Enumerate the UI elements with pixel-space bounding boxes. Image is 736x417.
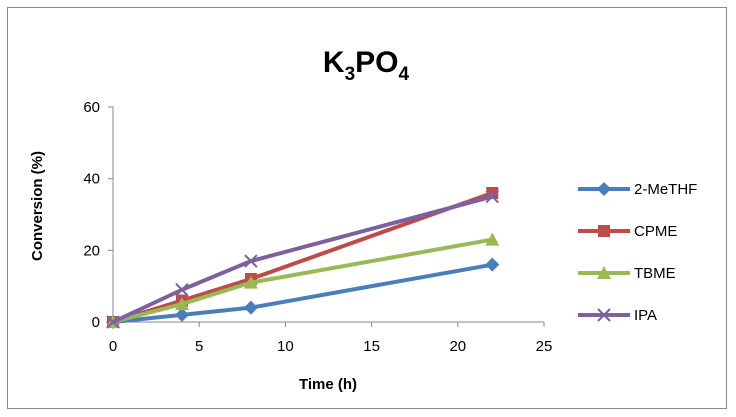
x-tick-label: 0 [109,338,117,355]
x-tick-label: 25 [536,338,553,355]
series-line-tbme [111,237,495,324]
x-axis-title: Time (h) [299,376,357,393]
y-axis-title: Conversion (%) [29,151,46,261]
legend-label: 2-MeTHF [634,181,697,198]
series-line-ipa [111,194,495,324]
legend-marker [597,266,611,279]
y-tick-label: 40 [83,171,100,188]
data-point-2-methf [174,307,189,322]
legend-item-tbme: TBME [578,265,676,282]
legend-item-ipa: IPA [578,307,657,324]
series-ipa [106,189,499,329]
title-sub-3: 3 [345,64,356,85]
marker-stroke [485,189,499,204]
data-point-tbme [485,232,500,246]
data-point-ipa [175,283,189,297]
data-point-2-methf [485,257,500,272]
legend-item-2-methf: 2-MeTHF [578,181,697,198]
y-tick-label: 0 [92,314,100,331]
y-tick-label: 60 [83,99,100,116]
title-sub-4: 4 [399,64,410,85]
chart-frame [7,7,727,409]
legend-item-cpme: CPME [578,223,677,240]
marker-stroke [244,254,258,268]
x-tick-label: 20 [449,338,466,355]
data-point-ipa [106,315,120,329]
chart-title: K3PO4 [323,46,410,85]
marker-stroke [175,283,189,297]
data-point-2-methf [243,300,258,315]
data-point-ipa [485,189,499,204]
x-tick-label: 10 [277,338,294,355]
legend-label: CPME [634,223,677,240]
title-part-k: K [323,46,345,79]
series-2-methf [106,257,500,329]
marker-stroke [597,308,611,322]
data-point-ipa [244,254,258,268]
data-point-tbme [243,275,258,289]
legend-marker [598,225,610,237]
legend-marker [597,182,611,196]
data-point-tbme [174,297,189,311]
marker-stroke [106,315,120,329]
legend-marker [597,308,611,322]
y-tick-label: 20 [83,242,100,259]
legend-label: IPA [634,307,657,324]
series-line-2-methf [111,262,495,324]
x-tick-label: 5 [195,338,203,355]
title-part-po: PO [355,46,398,79]
legend-label: TBME [634,265,676,282]
x-tick-label: 15 [363,338,380,355]
